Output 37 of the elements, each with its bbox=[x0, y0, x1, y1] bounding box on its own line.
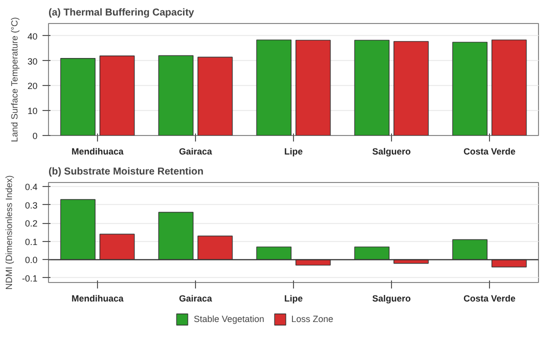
bar bbox=[256, 40, 292, 136]
bar bbox=[100, 56, 135, 136]
y-tick-label: 0.4 bbox=[24, 182, 38, 192]
bar bbox=[394, 41, 429, 136]
x-tick-label: Lipe bbox=[284, 146, 303, 156]
bar bbox=[296, 40, 331, 136]
x-tick-label: Costa Verde bbox=[463, 294, 516, 304]
y-tick-label: 0 bbox=[32, 131, 38, 141]
chart-title: (b) Substrate Moisture Retention bbox=[48, 166, 204, 178]
y-tick-label: 20 bbox=[27, 81, 38, 92]
bar bbox=[354, 40, 390, 136]
x-tick-label: Salguero bbox=[372, 294, 412, 304]
bar bbox=[60, 58, 96, 136]
y-tick-label: 10 bbox=[27, 106, 38, 116]
legend-label: Stable Vegetation bbox=[194, 313, 264, 326]
bar bbox=[492, 40, 527, 136]
chart-title: (a) Thermal Buffering Capacity bbox=[48, 8, 195, 18]
legend-label: Loss Zone bbox=[291, 313, 334, 326]
y-tick-label: 0.3 bbox=[24, 200, 38, 210]
x-tick-label: Mendihuaca bbox=[71, 294, 124, 304]
y-tick-label: 0.2 bbox=[24, 218, 38, 229]
x-tick-label: Lipe bbox=[284, 294, 303, 304]
x-tick-label: Gairaca bbox=[178, 146, 214, 156]
x-tick-label: Salguero bbox=[372, 146, 412, 156]
x-tick-label: Gairaca bbox=[178, 294, 214, 304]
y-axis-title: NDMI (Dimensionless Index) bbox=[4, 175, 14, 290]
bar bbox=[158, 55, 194, 136]
x-tick-label: Costa Verde bbox=[463, 146, 516, 156]
y-tick-label: -0.1 bbox=[22, 273, 38, 284]
y-tick-label: 0.0 bbox=[24, 255, 38, 266]
y-tick-label: 40 bbox=[27, 31, 38, 42]
bar bbox=[198, 56, 233, 136]
y-axis-title: Land Surface Temperature (°C) bbox=[9, 17, 20, 142]
x-tick-label: Mendihuaca bbox=[71, 146, 124, 156]
y-tick-label: 0.1 bbox=[24, 236, 38, 247]
y-tick-label: 30 bbox=[27, 56, 38, 66]
bar bbox=[452, 42, 488, 136]
